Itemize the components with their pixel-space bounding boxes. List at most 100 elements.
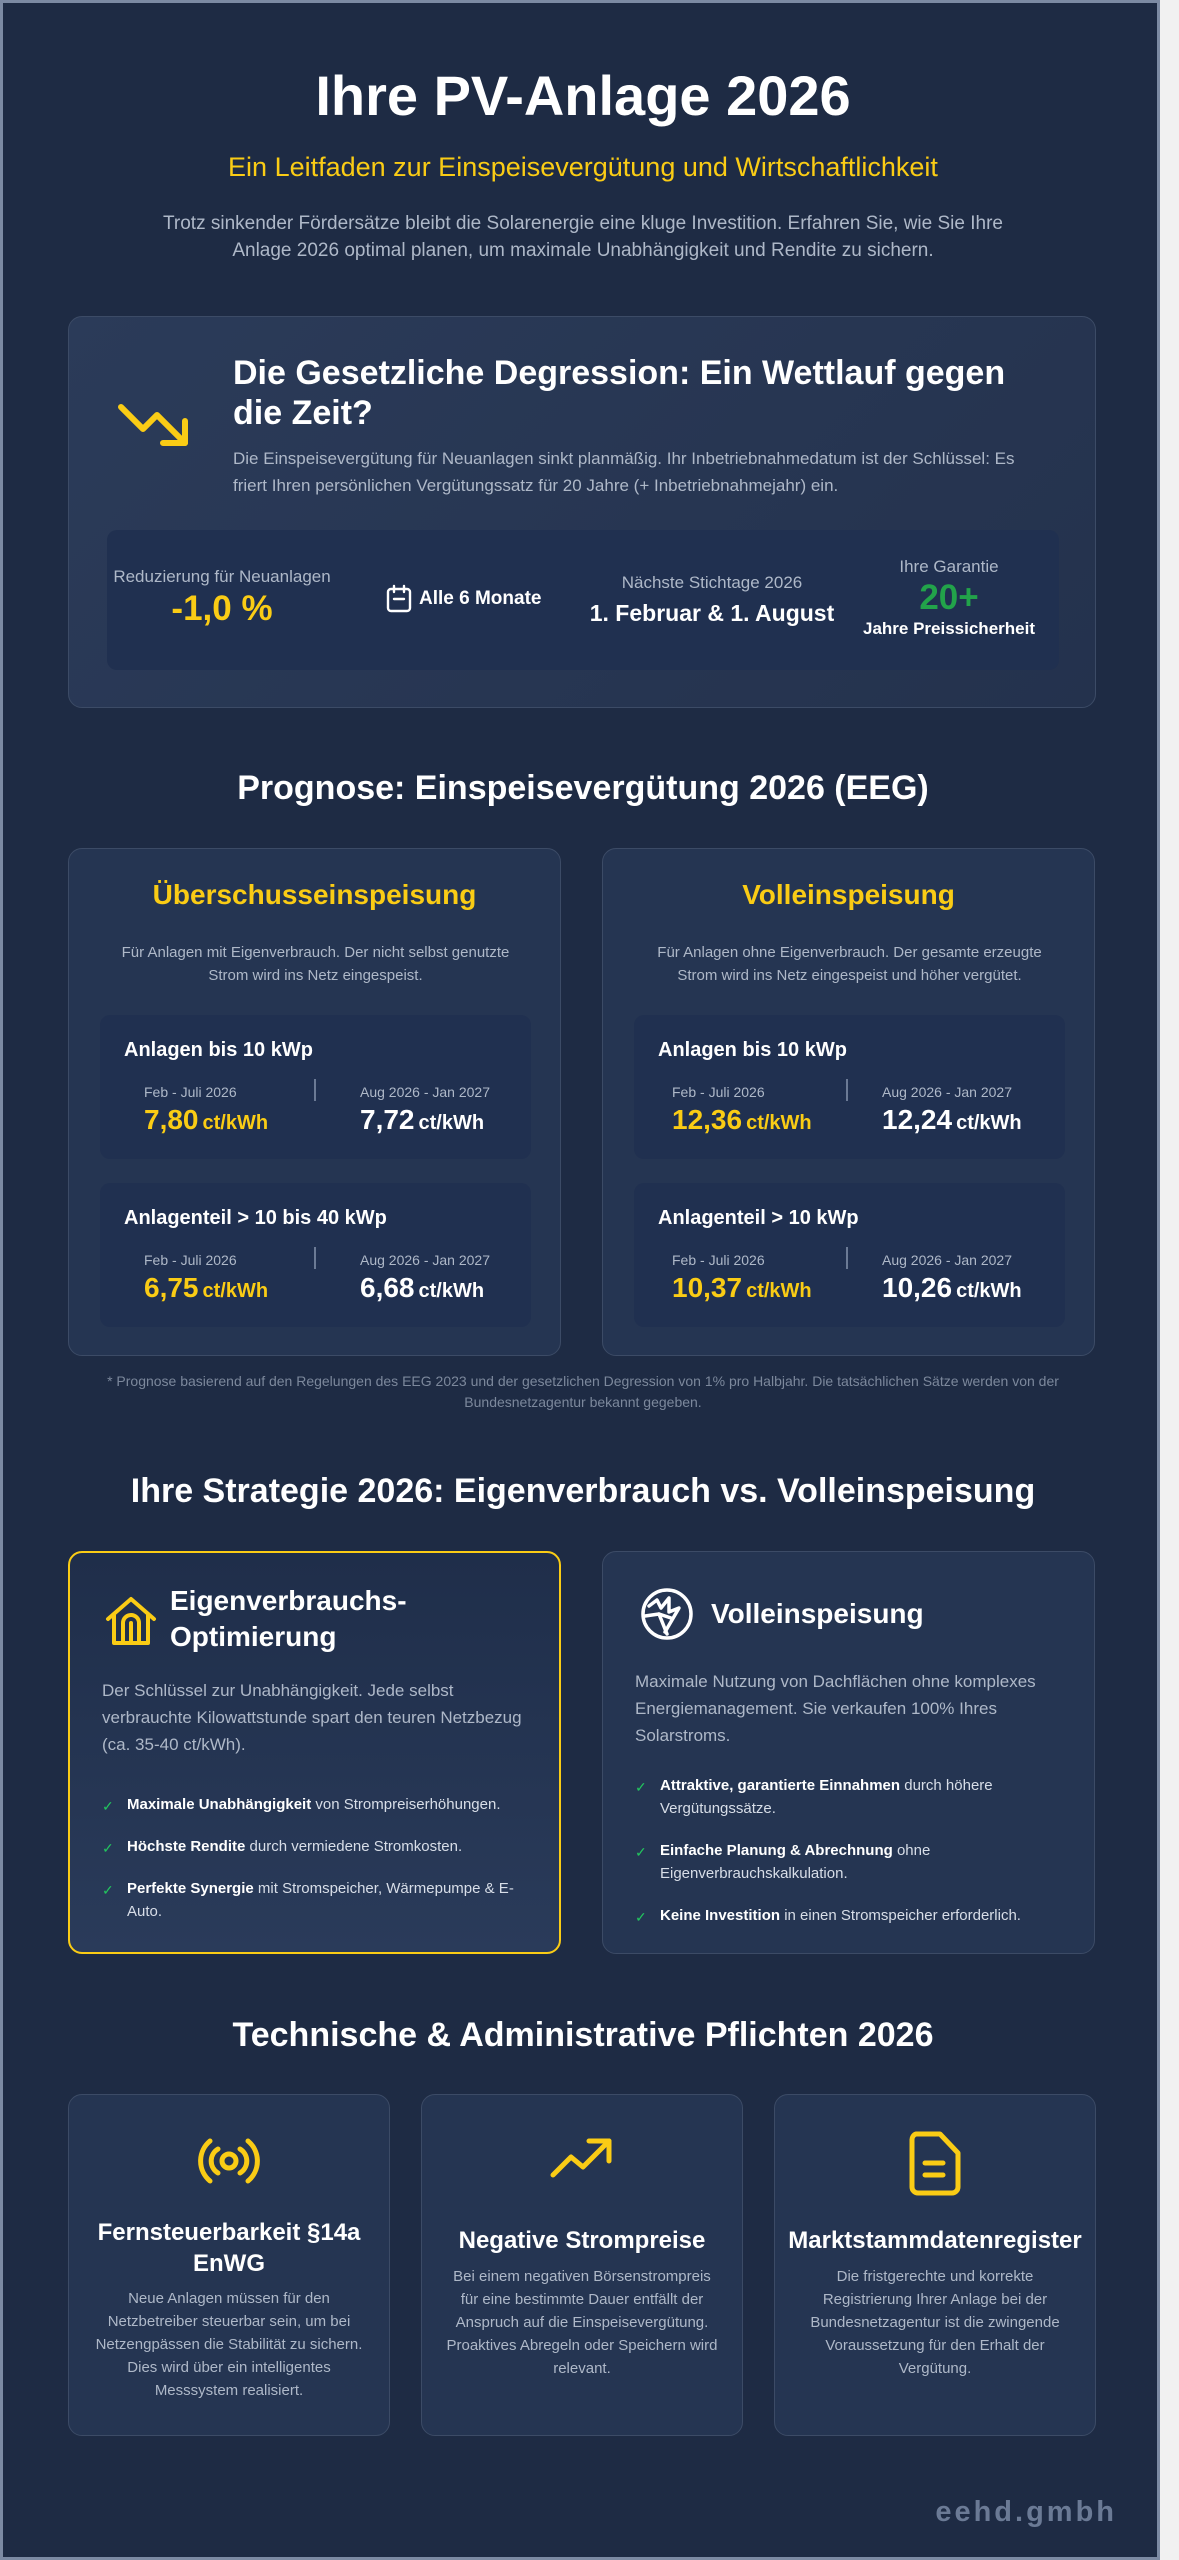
rate-value: 7,72 xyxy=(360,1104,415,1135)
degression-title: Die Gesetzliche Degression: Ein Wettlauf… xyxy=(233,354,1006,432)
strategy-card-desc: Maximale Nutzung von Dachflächen ohne ko… xyxy=(635,1672,1036,1745)
strategy-benefits: ✓ Attraktive, garantierte Einnahmen durch… xyxy=(635,1774,1065,1946)
trending-up-icon xyxy=(550,2138,612,2178)
rate-tier-title: Anlagenteil > 10 bis 40 kWp xyxy=(124,1207,387,1229)
rate-value: 6,68 xyxy=(360,1272,415,1303)
duties-section-title: Technische & Administrative Pflichten 20… xyxy=(232,2016,934,2054)
rate-tier: Anlagenteil > 10 bis 40 kWp Feb - Juli 2… xyxy=(100,1183,531,1327)
rate-value: 10,37 xyxy=(672,1272,743,1303)
rate-tier: Anlagenteil > 10 kWp Feb - Juli 2026 10,… xyxy=(634,1183,1065,1327)
stat-dates-value: 1. Februar & 1. August xyxy=(589,600,835,626)
stat-reduction-label: Reduzierung für Neuanlagen xyxy=(113,567,331,586)
stat-guarantee: Ihre Garantie 20+ Jahre Preissicherheit xyxy=(851,556,1047,640)
forecast-footnote: * Prognose basierend auf den Regelungen … xyxy=(107,1373,1059,1410)
duty-text: Die fristgerechte und korrekte Registrie… xyxy=(810,2268,1060,2377)
rate-unit: ct/kWh xyxy=(202,1280,269,1302)
benefit-item: ✓ Maximale Unabhängigkeit von Strompreise… xyxy=(102,1793,532,1816)
strategy-card-title: Volleinspeisung xyxy=(711,1598,924,1629)
check-icon: ✓ xyxy=(102,1882,114,1898)
rate-current: Feb - Juli 2026 10,37 ct/kWh xyxy=(672,1251,812,1308)
rate-next: Aug 2026 - Jan 2027 6,68 ct/kWh xyxy=(360,1251,490,1308)
stat-reduction-value: -1,0 % xyxy=(171,589,273,628)
rate-next: Aug 2026 - Jan 2027 10,26 ct/kWh xyxy=(882,1251,1022,1308)
rate-unit: ct/kWh xyxy=(746,1280,812,1302)
stat-interval: Alle 6 Monate xyxy=(385,584,541,614)
page-subtitle: Ein Leitfaden zur Einspeisevergütung und… xyxy=(228,152,938,182)
rate-next: Aug 2026 - Jan 2027 7,72 ct/kWh xyxy=(360,1083,490,1140)
duty-card-market-register: Marktstammdatenregister Die fristgerecht… xyxy=(774,2094,1096,2436)
rate-divider xyxy=(314,1079,316,1101)
rate-value: 12,36 xyxy=(672,1104,743,1135)
rate-current: Feb - Juli 2026 6,75 ct/kWh xyxy=(144,1251,268,1308)
page-title: Ihre PV-Anlage 2026 xyxy=(315,64,851,127)
duty-title: Negative Strompreise xyxy=(458,2227,706,2254)
rate-value: 7,80 xyxy=(144,1104,199,1135)
rate-divider xyxy=(846,1247,848,1269)
degression-stats: Reduzierung für Neuanlagen -1,0 % Alle 6… xyxy=(107,530,1059,670)
check-icon: ✓ xyxy=(102,1840,114,1856)
stat-guarantee-value: 20+ xyxy=(919,578,979,617)
benefit-item: ✓ Höchste Rendite durch vermiedene Stromk… xyxy=(102,1835,532,1858)
degression-card: Die Gesetzliche Degression: Ein Wettlauf… xyxy=(68,316,1096,708)
duty-card-remote-control: Fernsteuerbarkeit §14a EnWG Neue Anlagen… xyxy=(68,2094,390,2436)
broadcast-icon xyxy=(198,2138,260,2184)
brand-logo: eehd.gmbh xyxy=(935,2496,1117,2528)
duty-title: Marktstammdatenregister xyxy=(788,2227,1082,2254)
stat-interval-value: Alle 6 Monate xyxy=(419,588,542,609)
duty-title: Fernsteuerbarkeit §14a EnWG xyxy=(97,2219,361,2277)
rate-divider xyxy=(314,1247,316,1269)
check-icon: ✓ xyxy=(102,1798,114,1814)
rate-unit: ct/kWh xyxy=(746,1112,812,1134)
rate-next: Aug 2026 - Jan 2027 12,24 ct/kWh xyxy=(882,1083,1022,1140)
solar-grid-icon xyxy=(641,1588,693,1640)
strategy-section-title: Ihre Strategie 2026: Eigenverbrauch vs. … xyxy=(130,1472,1036,1510)
rate-period: Feb - Juli 2026 xyxy=(672,1252,765,1268)
rate-value: 10,26 xyxy=(882,1272,953,1303)
rate-period: Feb - Juli 2026 xyxy=(144,1252,237,1268)
rate-current: Feb - Juli 2026 7,80 ct/kWh xyxy=(144,1083,268,1140)
benefit-item: ✓ Keine Investition in einen Stromspeiche… xyxy=(635,1904,1065,1927)
forecast-card-full: Volleinspeisung Für Anlagen ohne Eigenve… xyxy=(602,848,1095,1356)
rate-tier-title: Anlagenteil > 10 kWp xyxy=(658,1207,859,1229)
strategy-card-desc: Der Schlüssel zur Unabhängigkeit. Jede s… xyxy=(102,1681,522,1754)
house-icon xyxy=(106,1597,156,1645)
rate-period: Aug 2026 - Jan 2027 xyxy=(360,1084,490,1100)
rate-tier-title: Anlagen bis 10 kWp xyxy=(124,1039,313,1061)
page-header: Ihre PV-Anlage 2026 Ein Leitfaden zur Ei… xyxy=(3,58,1163,264)
rate-value: 12,24 xyxy=(882,1104,953,1135)
duty-text: Neue Anlagen müssen für den Netzbetreibe… xyxy=(95,2290,363,2399)
benefit-item: ✓ Einfache Planung & Abrechnung ohne Eige… xyxy=(635,1842,931,1882)
strategy-benefits: ✓ Maximale Unabhängigkeit von Strompreise… xyxy=(102,1793,532,1942)
rate-unit: ct/kWh xyxy=(202,1112,269,1134)
rate-unit: ct/kWh xyxy=(418,1112,485,1134)
rate-period: Feb - Juli 2026 xyxy=(144,1084,237,1100)
forecast-card-title: Volleinspeisung xyxy=(742,879,955,910)
rate-unit: ct/kWh xyxy=(956,1280,1022,1302)
stat-guarantee-label: Ihre Garantie xyxy=(899,557,999,576)
rate-current: Feb - Juli 2026 12,36 ct/kWh xyxy=(672,1083,812,1140)
duty-text: Bei einem negativen Börsenstrompreis für… xyxy=(446,2268,718,2377)
forecast-card-desc: Für Anlagen ohne Eigenverbrauch. Der ges… xyxy=(657,944,1042,984)
benefit-item: ✓ Attraktive, garantierte Einnahmen durch… xyxy=(635,1777,993,1817)
duty-card-negative-prices: Negative Strompreise Bei einem negativen… xyxy=(421,2094,743,2436)
strategy-card-full-feed: Volleinspeisung Maximale Nutzung von Dac… xyxy=(602,1551,1095,1954)
rate-tier-title: Anlagen bis 10 kWp xyxy=(658,1039,847,1061)
forecast-card-title: Überschusseinspeisung xyxy=(152,879,477,910)
degression-text: Die Einspeisevergütung für Neuanlagen si… xyxy=(233,449,1015,495)
rate-period: Feb - Juli 2026 xyxy=(672,1084,765,1100)
stat-reduction: Reduzierung für Neuanlagen -1,0 % xyxy=(107,566,337,630)
strategy-card-title: Eigenverbrauchs-Optimierung xyxy=(170,1585,407,1652)
rate-tier: Anlagen bis 10 kWp Feb - Juli 2026 7,80 c… xyxy=(100,1015,531,1159)
stat-guarantee-sub: Jahre Preissicherheit xyxy=(863,619,1035,638)
check-icon: ✓ xyxy=(635,1779,647,1795)
forecast-card-desc: Für Anlagen mit Eigenverbrauch. Der nich… xyxy=(121,944,510,984)
stat-dates-label: Nächste Stichtage 2026 xyxy=(621,573,803,592)
benefit-item: ✓ Perfekte Synergie mit Stromspeicher, Wä… xyxy=(102,1880,514,1920)
stat-dates: Nächste Stichtage 2026 1. Februar & 1. A… xyxy=(577,572,847,628)
strategy-card-self-consumption: Eigenverbrauchs-Optimierung Der Schlüsse… xyxy=(68,1551,561,1954)
check-icon: ✓ xyxy=(635,1844,647,1860)
rate-value: 6,75 xyxy=(144,1272,199,1303)
intro-text: Trotz sinkender Fördersätze bleibt die S… xyxy=(163,213,1003,261)
calendar-icon xyxy=(386,584,412,613)
